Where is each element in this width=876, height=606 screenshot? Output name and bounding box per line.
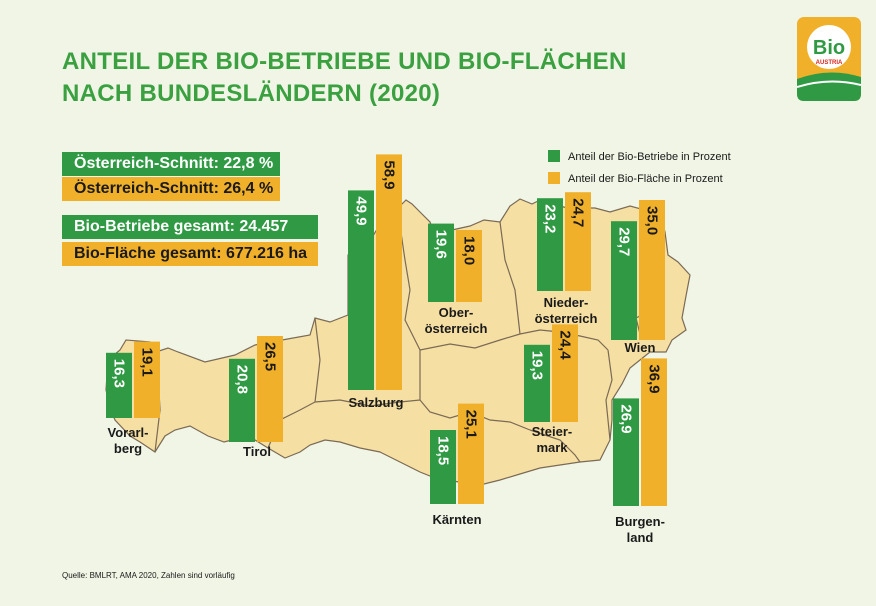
map-border-salzburg-ooe: [397, 211, 421, 400]
data-label-betriebe-6: 23,2: [542, 204, 559, 233]
bar-flaeche-3: [458, 403, 484, 504]
region-label-5: Steier-mark: [532, 424, 572, 455]
bar-flaeche-1: [257, 336, 283, 442]
data-label-betriebe-0: 16,3: [111, 359, 128, 388]
bar-betriebe-6: [537, 198, 563, 291]
bar-flaeche-5: [552, 324, 578, 422]
data-label-flaeche-7: 35,0: [644, 206, 661, 235]
bar-betriebe-8: [613, 398, 639, 506]
bar-betriebe-4: [428, 223, 454, 302]
data-label-betriebe-2: 49,9: [353, 196, 370, 225]
bar-betriebe-0: [106, 352, 132, 418]
total-flaeche-box: Bio-Fläche gesamt: 677.216 ha: [62, 242, 318, 266]
region-label-3: Kärnten: [432, 512, 481, 527]
map-border-ooe-noe: [499, 221, 521, 335]
title-line-1: ANTEIL DER BIO-BETRIEBE UND BIO-FLÄCHEN: [62, 48, 627, 75]
bio-austria-logo: Bio AUSTRIA: [796, 17, 862, 101]
bar-layer: 16,3 19,1 20,8 26,5 49,9 58,9 18,5 25,1 19,6 18,0…: [106, 154, 667, 506]
bar-flaeche-6: [565, 192, 591, 291]
legend-swatch-flaeche: [548, 172, 560, 184]
region-label-4: Ober-österreich: [425, 305, 488, 336]
chart-title: ANTEIL DER BIO-BETRIEBE UND BIO-FLÄCHEN …: [62, 46, 702, 110]
map-border-steiermark-kaernten: [529, 429, 581, 463]
title-line-2: NACH BUNDESLÄNDERN (2020): [62, 80, 441, 107]
avg-flaeche-box: Österreich-Schnitt: 26,4 %: [62, 177, 280, 201]
region-label-7: Wien: [625, 340, 656, 355]
data-label-betriebe-5: 19,3: [529, 351, 546, 380]
data-label-betriebe-3: 18,5: [435, 436, 452, 465]
data-label-betriebe-1: 20,8: [234, 365, 251, 394]
region-label-6: Nieder-österreich: [535, 295, 598, 326]
legend-swatch-betriebe: [548, 150, 560, 162]
data-label-flaeche-1: 26,5: [262, 342, 279, 371]
data-label-flaeche-5: 24,4: [557, 330, 574, 360]
map-border-tirol-salzburg: [314, 317, 321, 403]
legend-item-betriebe: Anteil der Bio-Betriebe in Prozent: [548, 150, 731, 164]
data-label-flaeche-2: 58,9: [381, 160, 398, 189]
map-border-ooe-steiermark: [419, 333, 521, 351]
bar-betriebe-5: [524, 344, 550, 422]
bar-flaeche-4: [456, 230, 482, 302]
region-label-2: Salzburg: [349, 395, 404, 410]
legend-label-betriebe: Anteil der Bio-Betriebe in Prozent: [568, 151, 731, 163]
region-label-8: Burgen-land: [615, 514, 665, 545]
bar-betriebe-2: [348, 190, 374, 390]
bar-flaeche-7: [639, 200, 665, 340]
data-label-betriebe-4: 19,6: [433, 230, 450, 259]
region-label-1: Tirol: [243, 444, 271, 459]
data-label-flaeche-4: 18,0: [461, 236, 478, 265]
bar-flaeche-8: [641, 358, 667, 506]
bar-flaeche-2: [376, 154, 402, 390]
bar-betriebe-7: [611, 221, 637, 340]
avg-betriebe-box: Österreich-Schnitt: 22,8 %: [62, 152, 280, 176]
legend-item-flaeche: Anteil der Bio-Fläche in Prozent: [548, 172, 723, 186]
data-label-flaeche-3: 25,1: [463, 410, 480, 439]
source-note: Quelle: BMLRT, AMA 2020, Zahlen sind vor…: [62, 571, 235, 580]
data-label-flaeche-8: 36,9: [646, 364, 663, 393]
bar-betriebe-1: [229, 358, 255, 442]
data-label-betriebe-8: 26,9: [618, 404, 635, 433]
map-border-steiermark-burgenland: [605, 349, 613, 441]
map-border-salzburg-kaernten: [314, 399, 531, 431]
bar-betriebe-3: [430, 430, 456, 504]
legend-label-flaeche: Anteil der Bio-Fläche in Prozent: [568, 173, 723, 185]
region-label-0: Vorarl-berg: [108, 425, 149, 456]
total-betriebe-box: Bio-Betriebe gesamt: 24.457: [62, 215, 318, 239]
bar-flaeche-0: [134, 341, 160, 418]
data-label-flaeche-0: 19,1: [139, 348, 156, 377]
region-label-layer: Vorarl-berg Tirol Salzburg Kärnten Ober-öste…: [108, 295, 665, 545]
data-label-flaeche-6: 24,7: [570, 198, 587, 227]
logo-subtext: AUSTRIA: [816, 60, 843, 66]
logo-text: Bio: [813, 37, 845, 59]
data-label-betriebe-7: 29,7: [616, 227, 633, 256]
